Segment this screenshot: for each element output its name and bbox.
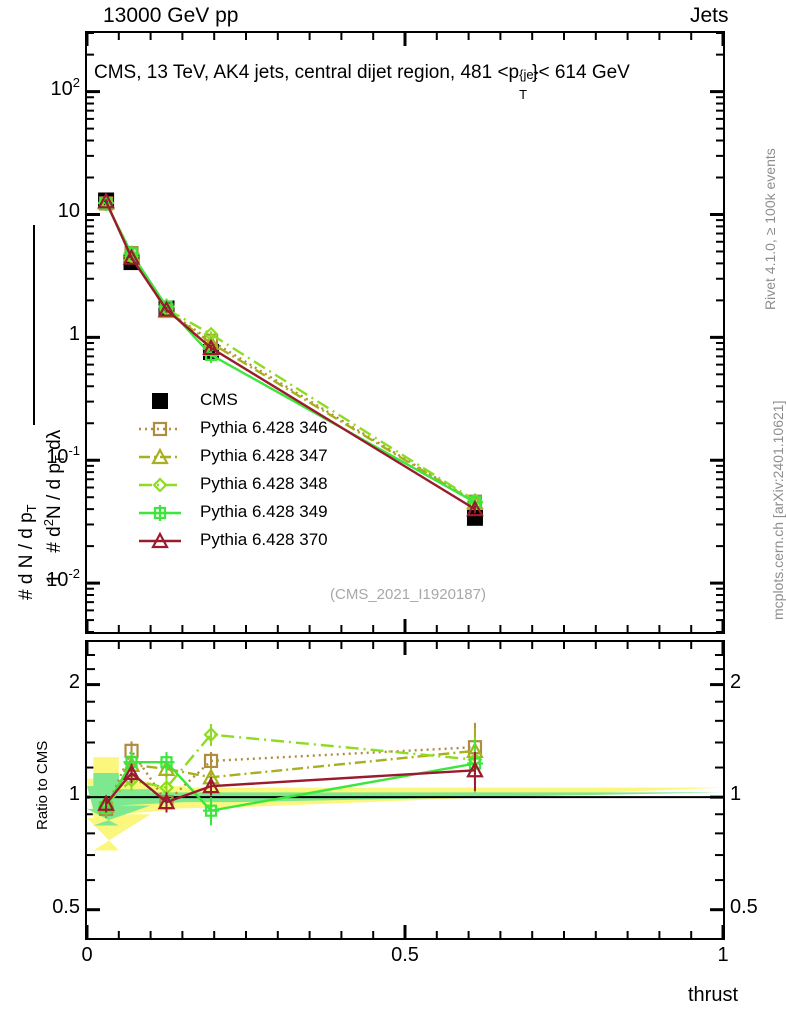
main-ytick-label: 102 <box>50 74 80 100</box>
legend-sample-3 <box>139 477 181 493</box>
analysis-id-watermark: (CMS_2021_I1920187) <box>330 586 486 603</box>
main-ytick-label: 10-1 <box>46 443 80 469</box>
xaxis-label: thrust <box>688 984 739 1006</box>
series-Pythia-6-428-370 <box>97 192 484 517</box>
legend-sample-2 <box>139 447 181 465</box>
ratio-ytick-label-right: 2 <box>730 670 742 693</box>
plot-title-superscript: {jet <box>519 67 538 82</box>
main-ytick-label: 10 <box>57 200 80 223</box>
ratio-band-green <box>87 773 723 826</box>
ratio-ytick-label-right: 0.5 <box>730 895 758 918</box>
legend-label-1: Pythia 6.428 346 <box>200 418 328 437</box>
ratio-band-yellow <box>87 757 723 851</box>
header-beam-label: 13000 GeV pp <box>103 4 239 27</box>
plot-title-suffix: }< 614 GeV <box>532 62 630 83</box>
plot-title-subscript: T <box>519 87 528 102</box>
header-category-label: Jets <box>690 4 729 27</box>
ratio-ytick-label: 0.5 <box>52 895 80 918</box>
main-ytick-label: 1 <box>68 323 80 346</box>
plot-title-prefix: CMS, 13 TeV, AK4 jets, central dijet reg… <box>94 62 520 83</box>
legend-sample-5 <box>139 531 181 549</box>
plot-title: CMS, 13 TeV, AK4 jets, central dijet reg… <box>94 62 630 102</box>
ratio-ytick-label: 2 <box>68 670 80 693</box>
ratio-plot-frame <box>85 640 725 940</box>
xtick-label: 1 <box>717 944 729 966</box>
legend-sample-0 <box>152 393 168 409</box>
legend-label-5: Pythia 6.428 370 <box>200 530 328 549</box>
yaxis-fraction-bar <box>33 225 35 425</box>
main-plot-frame <box>85 31 725 634</box>
ratio-ytick-label: 1 <box>68 783 80 806</box>
legend-label-4: Pythia 6.428 349 <box>200 502 328 521</box>
legend-label-3: Pythia 6.428 348 <box>200 474 328 493</box>
legend-label-0: CMS <box>200 390 238 409</box>
legend-sample-4 <box>139 505 181 521</box>
xtick-label: 0 <box>81 944 93 966</box>
ratio-series-Pythia-6-428-370 <box>97 752 484 813</box>
legend-label-2: Pythia 6.428 347 <box>200 446 328 465</box>
xtick-label: 0.5 <box>391 944 419 966</box>
main-ytick-label: 10-2 <box>46 566 80 592</box>
legend-sample-1 <box>139 421 181 437</box>
ratio-ytick-label-right: 1 <box>730 783 742 806</box>
